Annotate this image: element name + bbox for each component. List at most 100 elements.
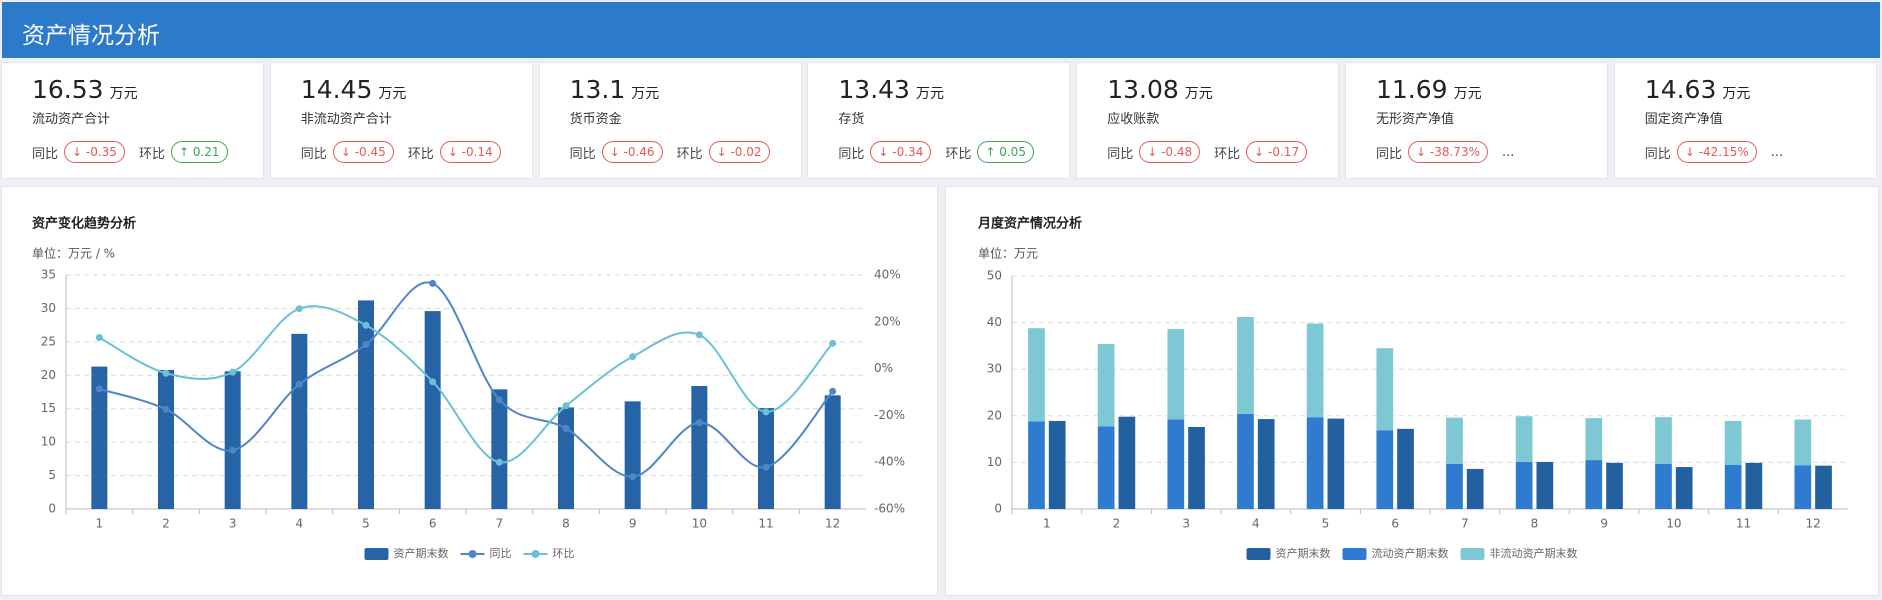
yoy-label: 同比	[569, 146, 596, 162]
y-tick-label: 25	[41, 334, 56, 348]
bar	[1118, 416, 1136, 509]
x-tick-label: 12	[1806, 517, 1821, 531]
bar	[491, 389, 508, 509]
unit-label: 单位：万元	[978, 246, 1038, 261]
mom-label: 环比	[407, 146, 434, 162]
change-badge: ↓ -0.46	[601, 141, 663, 163]
x-tick-label: 9	[629, 517, 637, 531]
change-value: -0.14	[461, 145, 493, 159]
bar	[91, 366, 108, 509]
yoy-label: 同比	[838, 146, 865, 162]
bar	[1655, 417, 1672, 464]
bar	[1237, 413, 1254, 509]
x-tick-label: 10	[1666, 517, 1681, 531]
bar	[1188, 426, 1205, 509]
line-point	[229, 446, 237, 454]
x-tick-label: 10	[692, 517, 707, 531]
line-point	[829, 387, 837, 395]
mom-label: 环比	[1214, 146, 1241, 162]
bar	[1376, 348, 1394, 431]
legend-label: 资产期末数	[394, 546, 449, 560]
line-point	[295, 305, 303, 313]
arrow-icon: ↓	[1254, 145, 1269, 159]
change-value: -42.15%	[1698, 145, 1749, 159]
value-row: 13.08 万元	[1107, 75, 1338, 104]
change-value: 0.21	[192, 145, 220, 159]
bar	[1794, 465, 1812, 509]
unit-label: 单位：万元 / %	[32, 246, 115, 261]
change-badge: ↓ -0.45	[332, 141, 394, 163]
change-row: 同比 ↓ -0.35 环比 ↑ 0.21	[32, 141, 263, 163]
line-point	[629, 473, 637, 481]
mom-label: 环比	[945, 146, 972, 162]
y2-tick-label: -60%	[874, 502, 905, 516]
more-text: ...	[1501, 144, 1515, 160]
line-point	[362, 340, 370, 348]
line-point	[429, 279, 437, 287]
bar	[1724, 420, 1742, 465]
change-value: -0.35	[85, 145, 117, 159]
bar	[224, 371, 241, 509]
mom-label: 环比	[676, 146, 703, 162]
bar	[824, 395, 841, 509]
change-row: 同比 ↓ -0.45 环比 ↓ -0.14	[301, 141, 532, 163]
x-tick-label: 4	[296, 517, 304, 531]
y-tick-label: 15	[41, 401, 56, 415]
change-value: -0.45	[354, 145, 386, 159]
arrow-icon: ↓	[340, 145, 355, 159]
bar	[1585, 460, 1603, 509]
line-point	[762, 463, 770, 471]
bar	[1376, 430, 1394, 509]
bar	[1028, 421, 1045, 509]
bar	[1397, 428, 1414, 509]
legend-icon	[531, 550, 540, 558]
bar	[1446, 417, 1463, 464]
y2-tick-label: 20%	[874, 314, 901, 328]
kpi-value: 14.63	[1644, 75, 1717, 104]
line-point	[295, 380, 303, 388]
kpi-card: 14.63 万元 固定资产净值 同比 ↓ -42.15%...	[1613, 62, 1877, 179]
arrow-icon: ↓	[716, 145, 731, 159]
bar	[1028, 328, 1045, 422]
arrow-icon: ↓	[72, 145, 86, 159]
bar	[624, 401, 641, 509]
kpi-unit: 万元	[109, 86, 138, 102]
x-tick-label: 11	[758, 517, 773, 531]
kpi-value: 13.08	[1107, 75, 1179, 104]
bar	[691, 385, 708, 509]
x-tick-label: 7	[1461, 517, 1469, 531]
y-tick-label: 0	[994, 502, 1002, 516]
y-tick-label: 20	[41, 368, 56, 382]
header-title: 资产情况分析	[22, 23, 160, 49]
arrow-icon: ↓	[1684, 145, 1699, 159]
y-tick-label: 0	[48, 502, 56, 516]
bar	[1446, 463, 1463, 509]
line-point	[562, 402, 570, 410]
kpi-value: 13.43	[838, 75, 910, 104]
line-point	[162, 369, 170, 377]
y-tick-label: 10	[41, 435, 56, 449]
bar	[1097, 426, 1115, 509]
bar	[1745, 462, 1763, 509]
kpi-label: 无形资产净值	[1376, 112, 1455, 127]
kpi-unit: 万元	[631, 86, 660, 102]
y-tick-label: 30	[41, 301, 56, 315]
bar	[358, 300, 374, 509]
x-tick-label: 1	[96, 517, 104, 531]
kpi-card: 14.45 万元 非流动资产合计 同比 ↓ -0.45 环比 ↓ -0.14	[269, 62, 533, 179]
y-tick-label: 5	[48, 468, 56, 482]
bar	[1536, 461, 1554, 509]
change-value: -0.46	[623, 145, 655, 159]
bar	[1167, 329, 1185, 420]
change-badge: ↓ -0.02	[708, 141, 770, 163]
bar	[1257, 419, 1275, 509]
change-row: 同比 ↓ -38.73%...	[1376, 141, 1607, 163]
line-point	[695, 419, 703, 427]
bar	[1675, 467, 1693, 509]
kpi-label: 非流动资产合计	[300, 112, 392, 127]
kpi-card: 13.1 万元 货币资金 同比 ↓ -0.46 环比 ↓ -0.02	[538, 62, 802, 179]
bar	[1794, 419, 1812, 466]
header-bar: 资产情况分析	[2, 2, 1880, 58]
bar	[1327, 418, 1345, 509]
